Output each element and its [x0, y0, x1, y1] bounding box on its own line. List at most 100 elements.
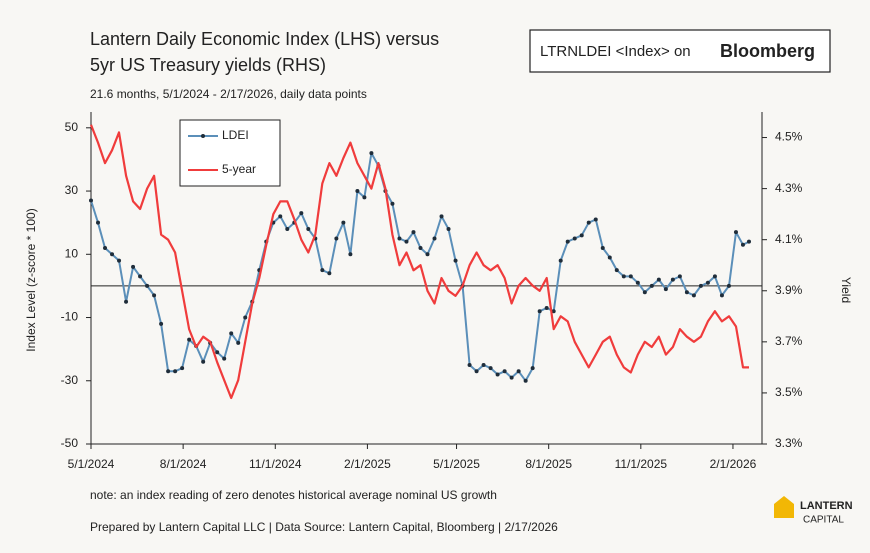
y-tick-label: 30: [65, 183, 79, 197]
series-marker: [733, 230, 738, 235]
series-marker: [467, 362, 472, 367]
series-marker: [746, 239, 751, 244]
y-axis-label: Index Level (z-score * 100): [24, 208, 38, 351]
series-marker: [166, 369, 171, 374]
series-line: [89, 124, 749, 400]
series-marker: [145, 283, 150, 288]
series-marker: [390, 201, 395, 206]
series-marker: [698, 283, 703, 288]
series-marker: [229, 331, 234, 336]
x-tick-label: 2/1/2025: [344, 457, 391, 471]
series-marker: [425, 252, 430, 257]
legend-box: [179, 119, 281, 187]
chart-title: 5yr US Treasury yields (RHS): [90, 55, 326, 75]
series-marker: [621, 274, 626, 279]
series-marker: [432, 236, 437, 241]
series-marker: [355, 189, 360, 194]
logo-text: CAPITAL: [803, 515, 844, 526]
series-marker: [572, 236, 577, 241]
series-marker: [138, 274, 143, 279]
series-marker: [446, 226, 451, 231]
x-tick-label: 11/1/2024: [249, 457, 302, 471]
series-marker: [670, 277, 675, 282]
series-marker: [635, 280, 640, 285]
series-marker: [159, 321, 164, 326]
series-marker: [565, 239, 570, 244]
series-marker: [740, 242, 745, 247]
y-tick-label: 10: [65, 246, 79, 260]
series-marker: [719, 293, 724, 298]
x-tick-label: 8/1/2024: [160, 457, 207, 471]
series-marker: [124, 299, 129, 304]
x-tick-label: 5/1/2024: [68, 457, 115, 471]
series-marker: [222, 356, 227, 361]
series-marker: [334, 236, 339, 241]
logo-text: LANTERN: [800, 500, 853, 512]
x-tick-label: 8/1/2025: [525, 457, 572, 471]
y-tick-label: -30: [61, 373, 79, 387]
series-marker: [236, 340, 241, 345]
x-tick-label: 11/1/2025: [615, 457, 668, 471]
series-marker: [187, 337, 192, 342]
series-marker: [152, 293, 157, 298]
series-marker: [551, 309, 556, 314]
series-marker: [726, 283, 731, 288]
series-marker: [677, 274, 682, 279]
series-marker: [131, 264, 136, 269]
series-marker: [705, 280, 710, 285]
series-marker: [278, 214, 283, 219]
series-marker: [369, 151, 374, 156]
y2-tick-label: 3.3%: [775, 436, 803, 450]
series-marker: [614, 268, 619, 273]
legend-marker: [201, 134, 205, 138]
logo-icon: [774, 496, 794, 518]
y2-tick-label: 3.9%: [775, 283, 803, 297]
series-marker: [411, 230, 416, 235]
series-marker: [418, 245, 423, 250]
series-marker: [173, 369, 178, 374]
series-marker: [607, 255, 612, 260]
y2-tick-label: 3.5%: [775, 385, 803, 399]
series-marker: [544, 306, 549, 311]
series-marker: [474, 369, 479, 374]
y2-axis-label: Yield: [839, 277, 853, 303]
series-marker: [341, 220, 346, 225]
series-marker: [516, 369, 521, 374]
series-marker: [201, 359, 206, 364]
bloomberg-box: [529, 29, 831, 73]
y2-tick-label: 4.3%: [775, 181, 803, 195]
series-marker: [579, 233, 584, 238]
series-marker: [558, 258, 563, 263]
series-marker: [306, 226, 311, 231]
series-marker: [495, 372, 500, 377]
series-marker: [320, 268, 325, 273]
series-marker: [684, 290, 689, 295]
y-tick-label: 50: [65, 120, 79, 134]
series-marker: [215, 350, 220, 355]
series-marker: [712, 274, 717, 279]
series-marker: [600, 245, 605, 250]
series-marker: [453, 258, 458, 263]
footer: Prepared by Lantern Capital LLC | Data S…: [90, 520, 558, 534]
x-tick-label: 5/1/2025: [433, 457, 480, 471]
series-marker: [642, 290, 647, 295]
series-marker: [362, 195, 367, 200]
bloomberg-ticker: LTRNLDEI <Index> on: [540, 43, 691, 60]
y2-tick-label: 4.1%: [775, 232, 803, 246]
series-marker: [397, 236, 402, 241]
note: note: an index reading of zero denotes h…: [90, 488, 497, 502]
x-tick-label: 2/1/2026: [710, 457, 757, 471]
series-marker: [117, 258, 122, 263]
series-marker: [530, 366, 535, 371]
series-marker: [348, 252, 353, 257]
legend-label: LDEI: [222, 128, 249, 142]
series-marker: [243, 315, 248, 320]
series-marker: [649, 283, 654, 288]
bloomberg-brand: Bloomberg: [720, 41, 815, 61]
series-marker: [110, 252, 115, 257]
series-marker: [103, 245, 108, 250]
series-marker: [180, 366, 185, 371]
series-marker: [96, 220, 101, 225]
series-marker: [488, 366, 493, 371]
series-marker: [285, 226, 290, 231]
